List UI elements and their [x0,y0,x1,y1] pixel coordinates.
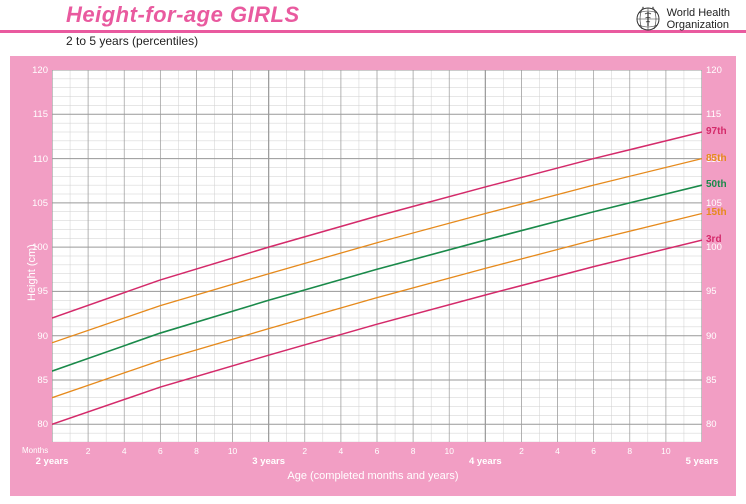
y-tick-left: 85 [26,375,48,386]
x-tick-month: 2 [519,446,524,456]
x-tick-year: 5 years [686,456,719,467]
x-tick-month: 4 [122,446,127,456]
header: Height-for-age GIRLS 2 to 5 years (perce… [0,0,746,50]
who-line1: World Health [667,7,730,19]
percentile-label-p15: 15th [706,207,727,218]
x-tick-month: 10 [444,446,453,456]
x-tick-month: 10 [661,446,670,456]
y-tick-left: 105 [26,198,48,209]
page-title: Height-for-age GIRLS [66,2,300,28]
x-tick-month: 8 [627,446,632,456]
x-tick-month: 8 [411,446,416,456]
x-tick-month: 6 [591,446,596,456]
who-text: World Health Organization [667,7,730,31]
x-tick-month: 4 [339,446,344,456]
y-tick-right: 120 [706,65,728,76]
y-tick-left: 100 [26,242,48,253]
page-subtitle: 2 to 5 years (percentiles) [66,34,198,48]
percentile-label-p50: 50th [706,179,727,190]
y-tick-left: 95 [26,286,48,297]
x-axis-label: Age (completed months and years) [10,470,736,482]
x-tick-year: 4 years [469,456,502,467]
percentile-label-p3: 3rd [706,234,722,245]
y-tick-right: 115 [706,109,728,120]
y-tick-right: 90 [706,331,728,342]
chart-panel: Height (cm)Age (completed months and yea… [10,56,736,496]
y-tick-left: 90 [26,331,48,342]
y-tick-left: 120 [26,65,48,76]
y-tick-left: 80 [26,419,48,430]
y-tick-left: 110 [26,154,48,165]
y-tick-left: 115 [26,109,48,120]
y-tick-right: 80 [706,419,728,430]
page: Height-for-age GIRLS 2 to 5 years (perce… [0,0,746,496]
x-tick-month: 4 [555,446,560,456]
x-tick-year: 3 years [252,456,285,467]
x-tick-month: 6 [158,446,163,456]
x-tick-month: 2 [86,446,91,456]
x-tick-month: 8 [194,446,199,456]
who-line2: Organization [667,19,730,31]
percentile-label-p97: 97th [706,126,727,137]
x-tick-month: 6 [375,446,380,456]
y-tick-right: 95 [706,286,728,297]
x-tick-month: 2 [302,446,307,456]
percentile-label-p85: 85th [706,153,727,164]
plot-area [52,70,702,442]
y-tick-right: 85 [706,375,728,386]
x-tick-year: 2 years [36,456,69,467]
who-logo-icon [635,6,661,32]
x-tick-month: 10 [228,446,237,456]
chart-svg [52,70,702,442]
who-logo-block: World Health Organization [635,6,730,32]
months-label: Months [22,446,48,455]
